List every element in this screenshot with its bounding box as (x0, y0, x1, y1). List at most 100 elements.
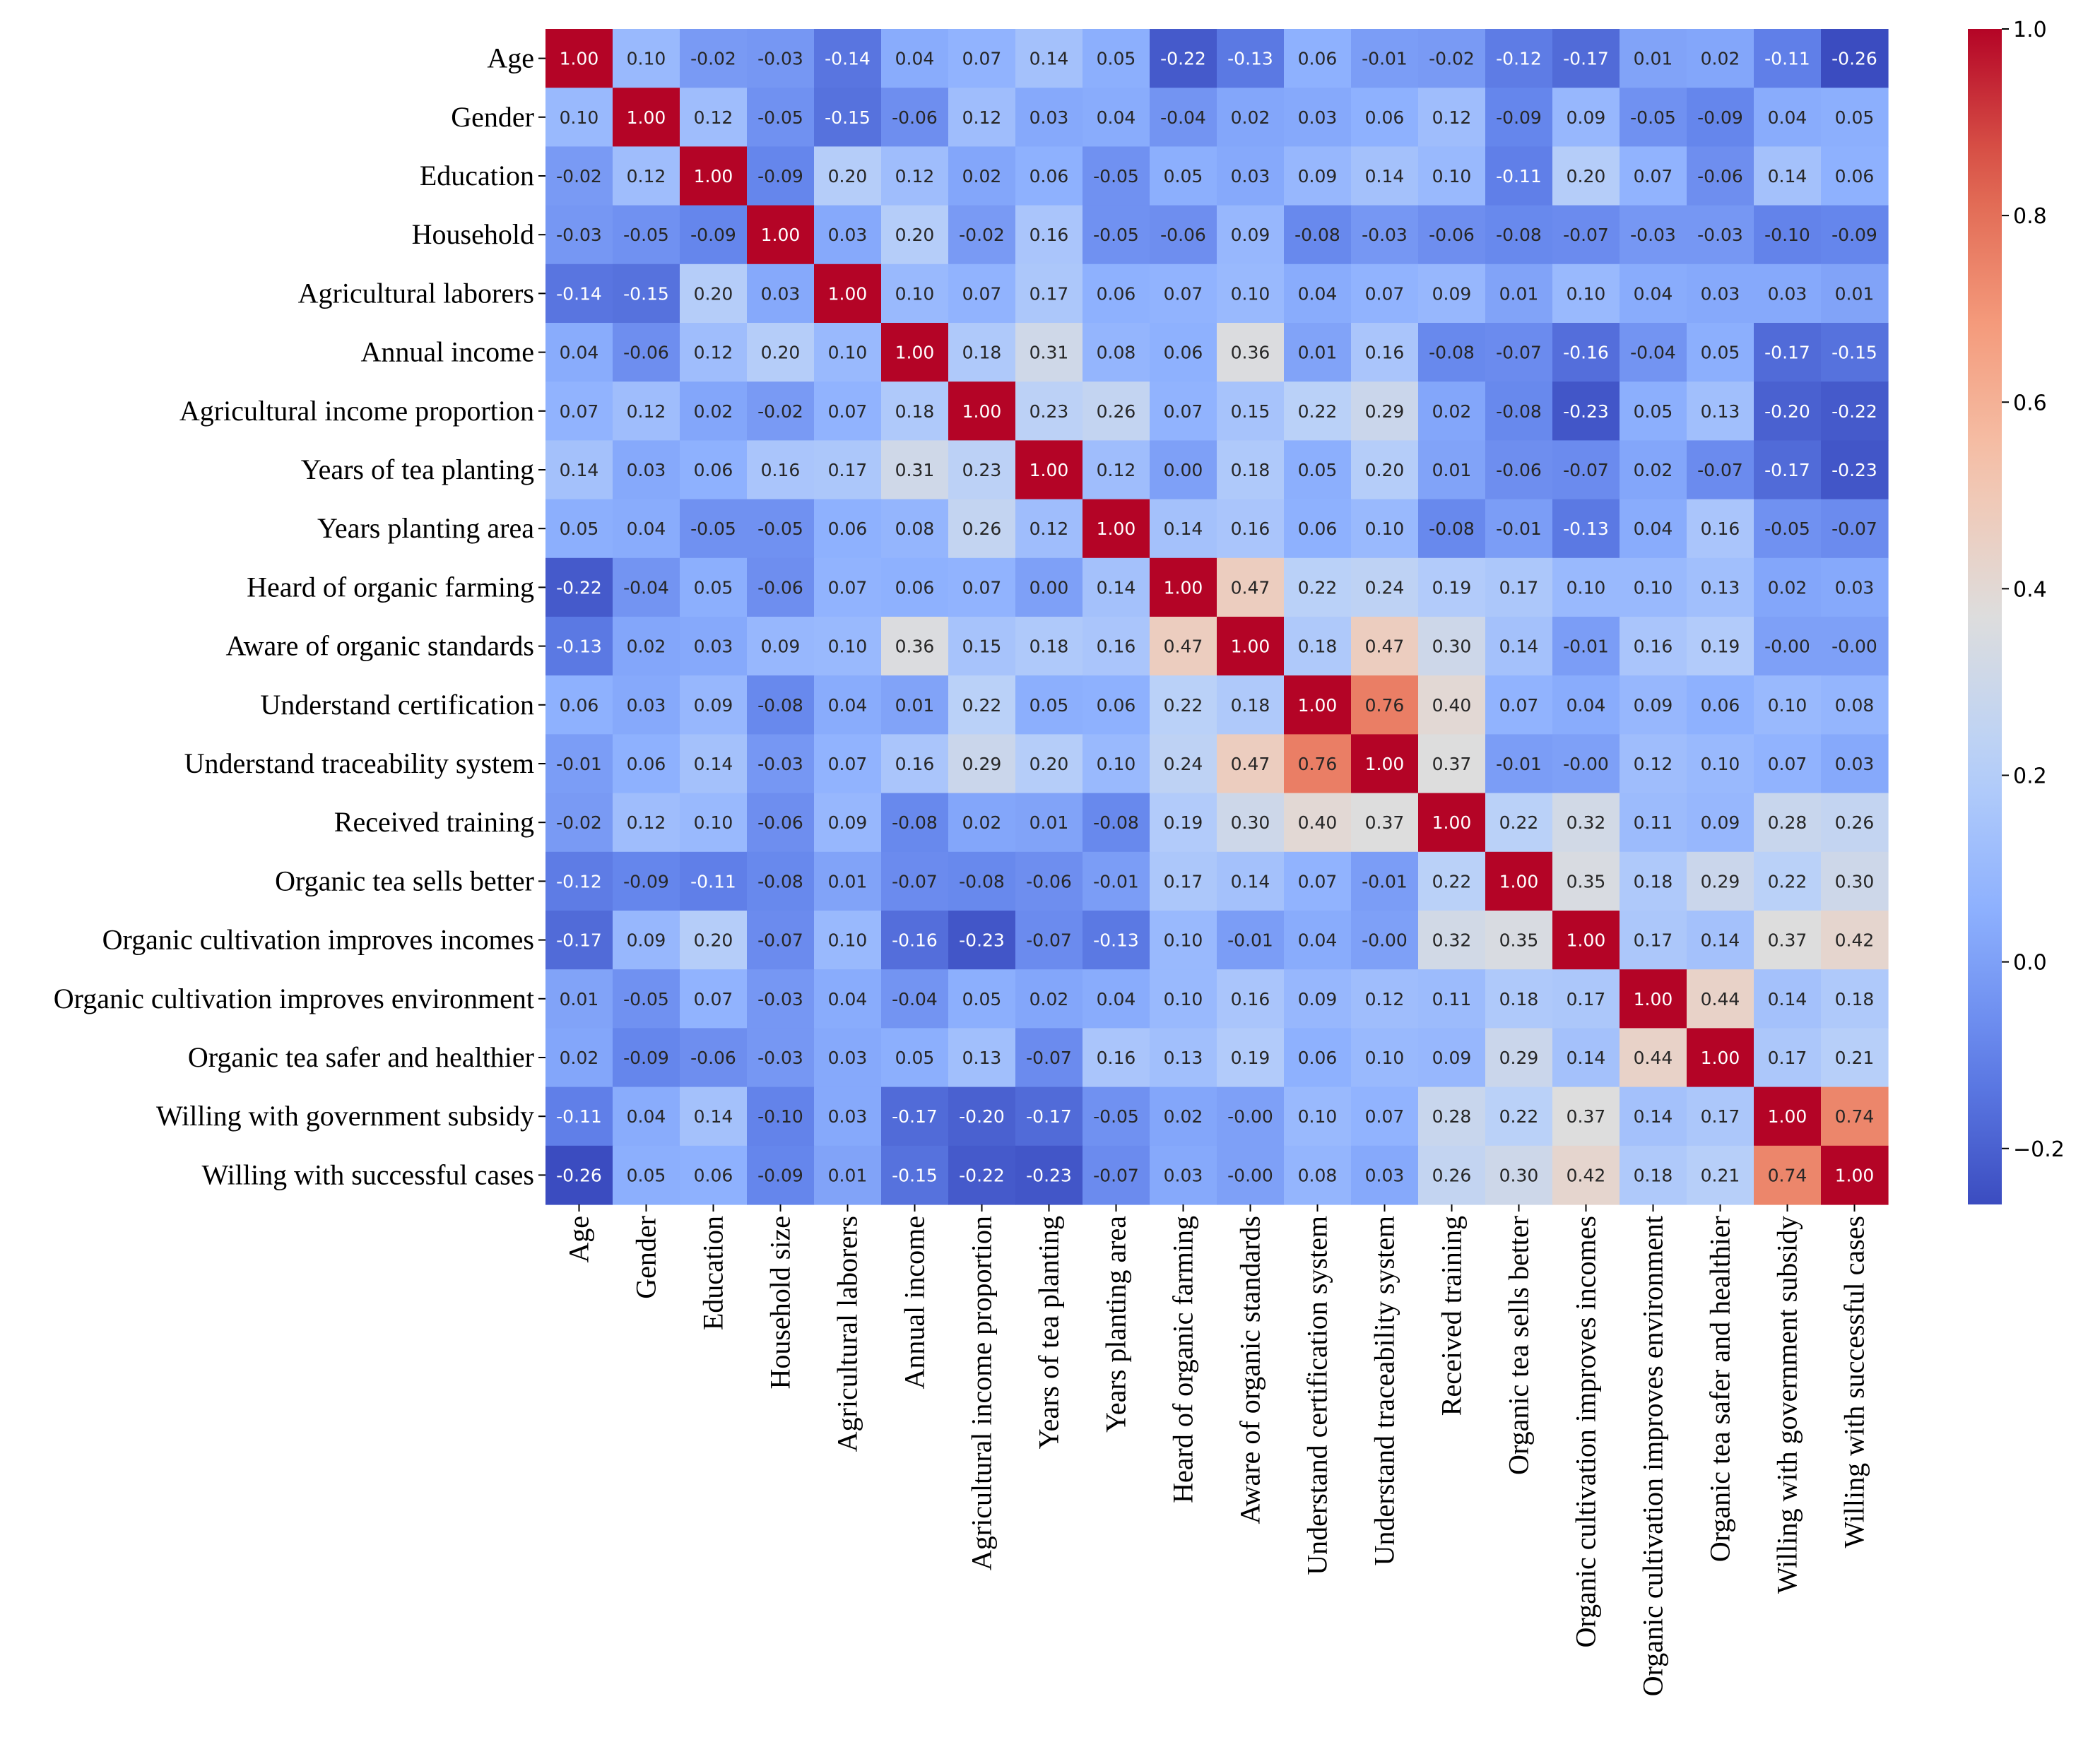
heatmap-cell (545, 1145, 613, 1205)
cell-value: 0.06 (1097, 695, 1136, 716)
heatmap-cell (948, 911, 1016, 970)
column-label: Willing with government subsidy (1771, 1216, 1803, 1594)
cell-value: -0.07 (1093, 1165, 1139, 1185)
cell-value: 0.10 (627, 49, 666, 69)
heatmap-cell (1485, 381, 1553, 441)
heatmap-cell (1083, 734, 1150, 794)
heatmap-cell (1485, 969, 1553, 1029)
heatmap-cell (1015, 557, 1083, 617)
heatmap-cell (613, 440, 680, 500)
cell-value: 0.14 (1768, 989, 1807, 1009)
cell-value: 1.00 (1164, 577, 1203, 598)
heatmap-cell (814, 617, 882, 676)
heatmap-cell (1217, 440, 1285, 500)
cell-value: 0.08 (1835, 695, 1875, 716)
heatmap-cell (814, 263, 882, 324)
row-label: Years of tea planting (301, 454, 534, 485)
heatmap-cell (1083, 499, 1150, 559)
heatmap-cell (1485, 734, 1553, 794)
row-label: Willing with government subsidy (156, 1100, 534, 1132)
cell-value: 0.20 (694, 930, 733, 951)
heatmap-cell (747, 675, 815, 735)
cell-value: 0.06 (1365, 107, 1405, 128)
heatmap-cell (1485, 1086, 1553, 1147)
column-label: Age (563, 1216, 595, 1263)
cell-value: -0.06 (1160, 225, 1206, 245)
cell-value: 0.18 (895, 401, 935, 422)
cell-value: 0.07 (560, 401, 599, 422)
cell-value: -0.04 (892, 989, 938, 1009)
cell-value: 0.26 (1097, 401, 1136, 422)
heatmap-cell (1217, 617, 1285, 676)
cell-value: 0.08 (1097, 343, 1136, 363)
cell-value: 0.17 (828, 460, 868, 480)
heatmap-cell (747, 969, 815, 1029)
cell-value: 0.10 (1365, 519, 1405, 539)
cell-value: 0.05 (1030, 695, 1069, 716)
cell-value: 0.29 (962, 754, 1002, 774)
heatmap-cell (680, 851, 748, 911)
cell-value: -0.22 (556, 577, 602, 598)
cell-value: 0.04 (828, 695, 868, 716)
heatmap-cell (613, 557, 680, 617)
heatmap-cell (1821, 969, 1889, 1029)
heatmap-cell (1754, 969, 1822, 1029)
heatmap-cell (1687, 1028, 1754, 1088)
heatmap-cell (1418, 1086, 1486, 1147)
heatmap-cell (1687, 734, 1754, 794)
column-label: Organic cultivation improves incomes (1570, 1216, 1602, 1647)
heatmap-cell (1083, 793, 1150, 853)
heatmap-cell (1485, 793, 1553, 853)
heatmap-cell (881, 29, 949, 88)
heatmap-cell (747, 1028, 815, 1088)
cell-value: -0.23 (1831, 460, 1877, 480)
cell-value: -0.06 (1026, 871, 1072, 892)
heatmap-cell (613, 381, 680, 441)
cell-value: 0.10 (560, 107, 599, 128)
cell-value: -0.09 (623, 871, 669, 892)
cell-value: 0.07 (828, 577, 868, 598)
heatmap-cell (545, 557, 613, 617)
heatmap-cell (747, 29, 815, 88)
heatmap-cell (1418, 263, 1486, 324)
cell-value: 0.06 (1835, 166, 1875, 186)
cell-value: 0.18 (1634, 1165, 1673, 1185)
column-label: Aware of organic standards (1234, 1216, 1266, 1524)
cell-value: 0.14 (1231, 871, 1270, 892)
heatmap-cell (948, 29, 1016, 88)
column-label: Organic tea sells better (1503, 1216, 1535, 1475)
cell-value: -0.02 (556, 166, 602, 186)
cell-value: 0.07 (1298, 871, 1338, 892)
cell-value: 0.36 (895, 636, 935, 657)
heatmap-cell (613, 734, 680, 794)
cell-value: 0.47 (1365, 636, 1405, 657)
heatmap-cell (613, 323, 680, 382)
cell-value: 0.05 (1634, 401, 1673, 422)
heatmap-cell (1418, 675, 1486, 735)
heatmap-cell (1015, 734, 1083, 794)
cell-value: -0.05 (1093, 225, 1139, 245)
cell-value: 0.09 (1432, 1048, 1472, 1068)
cell-value: -0.15 (623, 283, 669, 304)
heatmap-cell (1485, 911, 1553, 970)
cell-value: 0.44 (1701, 989, 1740, 1009)
colorbar-bar (1968, 29, 2002, 1204)
heatmap-cell (1821, 557, 1889, 617)
heatmap-cell (1620, 734, 1687, 794)
heatmap-cell (1217, 499, 1285, 559)
cell-value: 0.18 (1634, 871, 1673, 892)
heatmap-cell (1351, 499, 1419, 559)
heatmap-cell (1284, 1028, 1352, 1088)
cell-value: 1.00 (1634, 989, 1673, 1009)
heatmap-cell (1217, 29, 1285, 88)
heatmap-cell (1754, 1145, 1822, 1205)
heatmap-cell (1821, 440, 1889, 500)
heatmap-cell (1418, 323, 1486, 382)
cell-value: -0.22 (1160, 49, 1206, 69)
cell-value: 0.10 (1365, 1048, 1405, 1068)
row-label: Organic tea safer and healthier (188, 1041, 534, 1073)
cell-value: 0.07 (1365, 283, 1405, 304)
cell-value: 0.30 (1835, 871, 1875, 892)
cell-value: 0.09 (694, 695, 733, 716)
